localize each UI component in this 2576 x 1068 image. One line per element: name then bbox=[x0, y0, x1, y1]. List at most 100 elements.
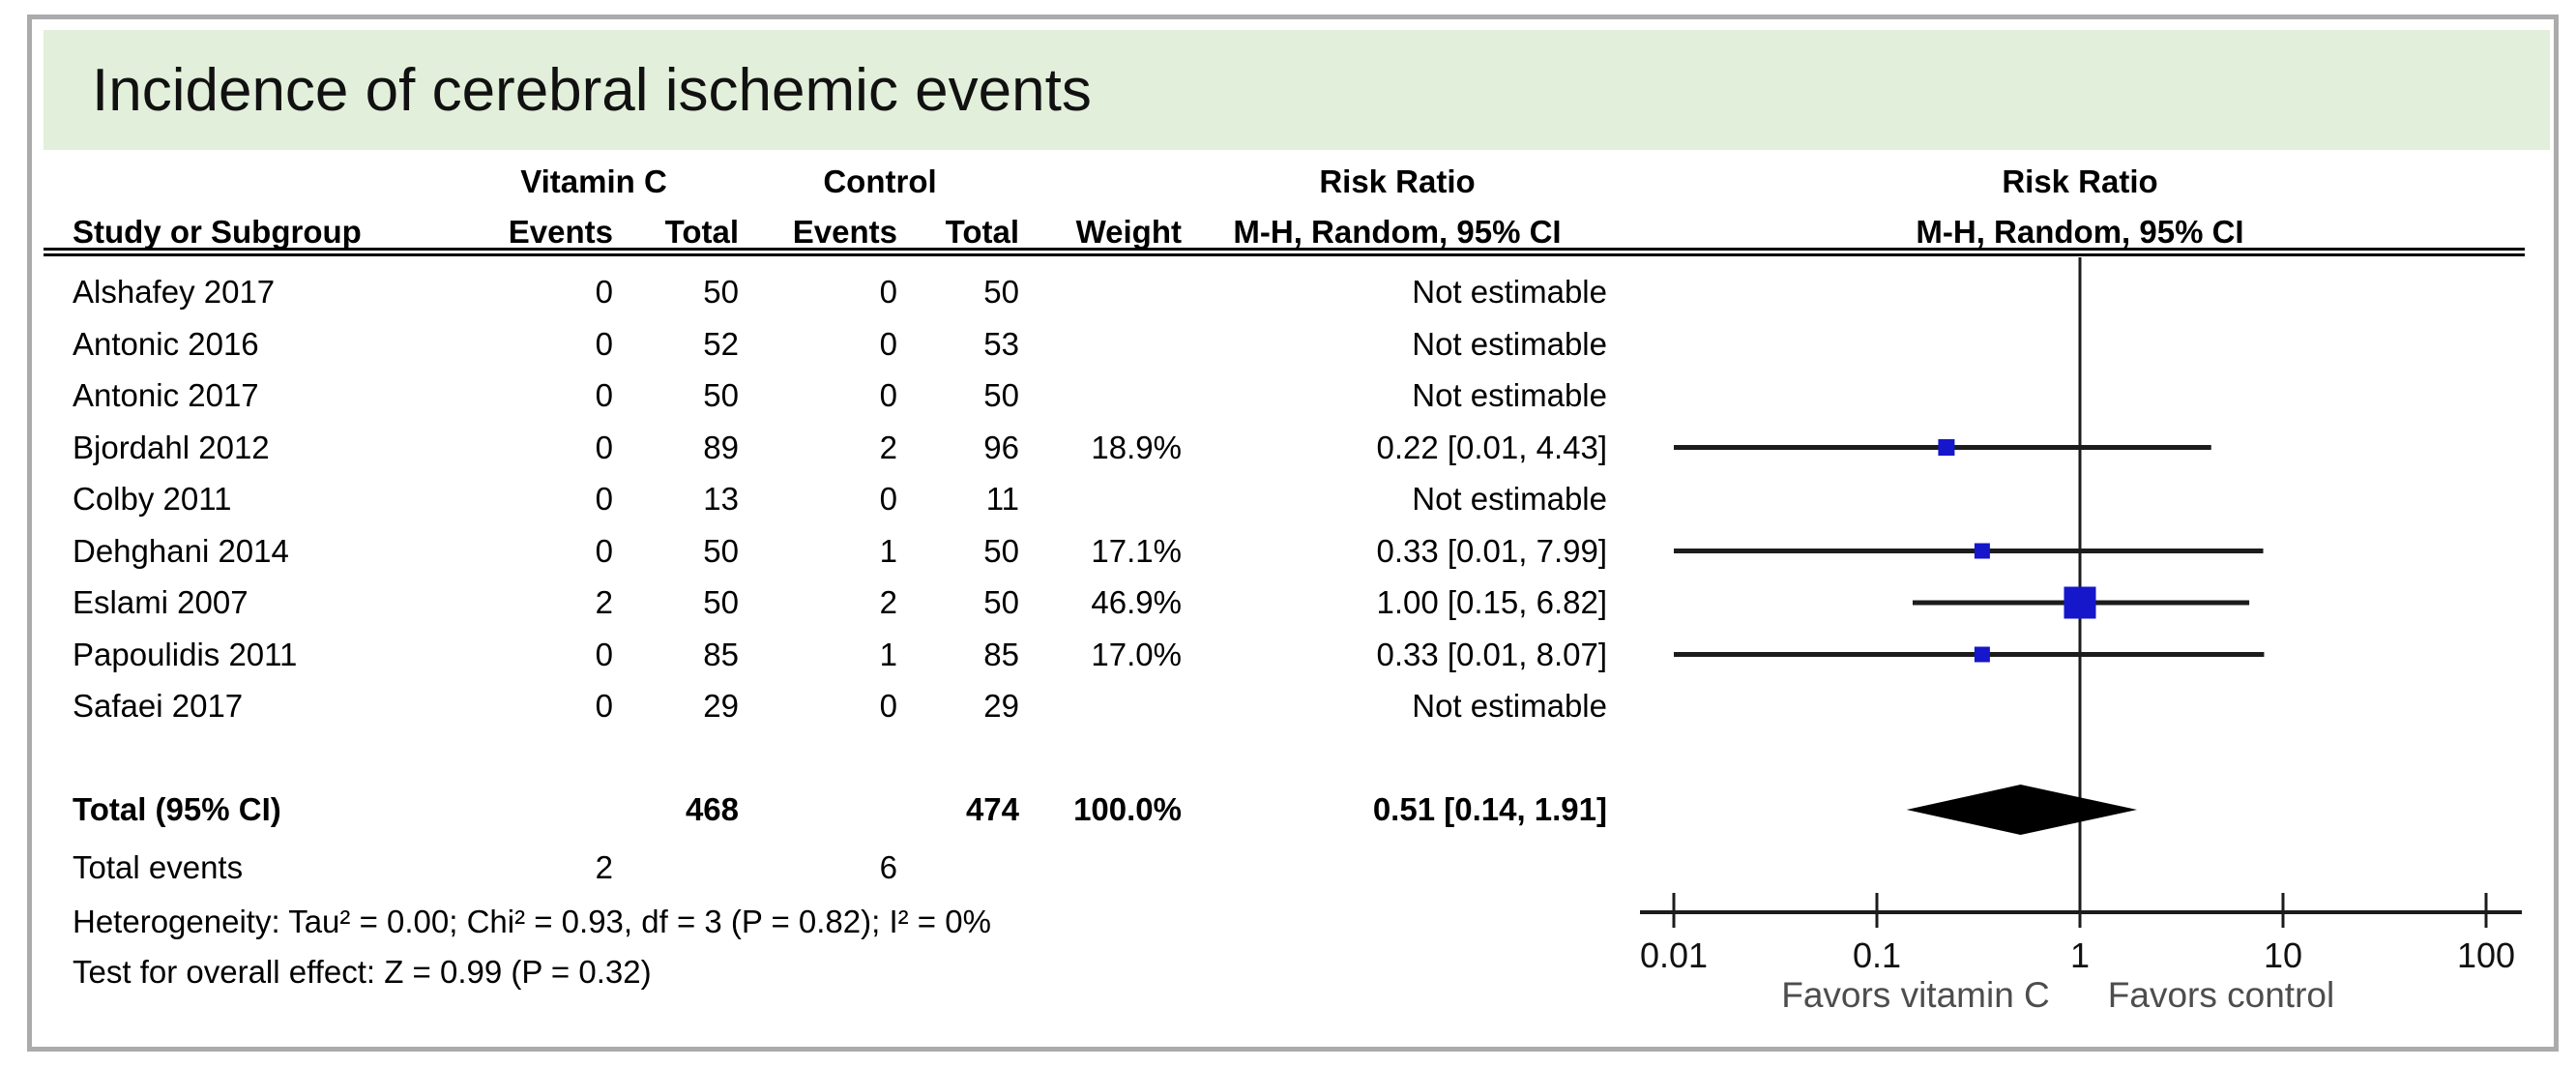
axis-tick-label: 10 bbox=[2264, 935, 2302, 975]
risk-ratio-value: Not estimable bbox=[1412, 326, 1607, 362]
group-header-risk-ratio-plot: Risk Ratio bbox=[2002, 163, 2158, 199]
axis-tick-label: 1 bbox=[2070, 935, 2090, 975]
events-control: 0 bbox=[879, 326, 897, 362]
risk-ratio-value: 0.22 [0.01, 4.43] bbox=[1376, 430, 1607, 465]
total-control: 50 bbox=[983, 584, 1019, 620]
total-vitamin-c: 50 bbox=[703, 274, 739, 310]
column-header-study: Study or Subgroup bbox=[73, 214, 362, 250]
header-separator-line bbox=[44, 248, 2525, 256]
table-row: Papoulidis 2011 0 85 1 85 17.0% 0.33 [0.… bbox=[0, 629, 2576, 681]
weight-value: 46.9% bbox=[1091, 584, 1182, 620]
total-control: 11 bbox=[985, 481, 1019, 517]
summary-diamond bbox=[1906, 785, 2138, 835]
table-row: Colby 2011 0 13 0 11 Not estimable bbox=[0, 473, 2576, 525]
table-row: Antonic 2016 0 52 0 53 Not estimable bbox=[0, 318, 2576, 371]
column-header-total-vitamin-c: Total bbox=[664, 214, 739, 250]
table-row: Alshafey 2017 0 50 0 50 Not estimable bbox=[0, 266, 2576, 318]
axis-tick-label: 0.01 bbox=[1640, 935, 1708, 975]
table-row: Bjordahl 2012 0 89 2 96 18.9% 0.22 [0.01… bbox=[0, 422, 2576, 474]
favors-left-label: Favors vitamin C bbox=[1781, 975, 2050, 1015]
axis-tick bbox=[2281, 893, 2285, 928]
events-control: 0 bbox=[879, 688, 897, 724]
total-events-row: Total events 2 6 bbox=[0, 842, 2576, 894]
total-events-label: Total events bbox=[73, 849, 244, 885]
overall-effect-row: Test for overall effect: Z = 0.99 (P = 0… bbox=[0, 946, 2576, 998]
group-header-risk-ratio-text: Risk Ratio bbox=[1319, 163, 1476, 199]
risk-ratio-value: Not estimable bbox=[1412, 377, 1607, 413]
study-label: Alshafey 2017 bbox=[73, 274, 276, 310]
events-vitamin-c: 0 bbox=[595, 481, 613, 517]
weight-value: 17.1% bbox=[1091, 533, 1182, 569]
overall-effect-text: Test for overall effect: Z = 0.99 (P = 0… bbox=[73, 954, 652, 990]
column-header-weight: Weight bbox=[1075, 214, 1182, 250]
study-label: Eslami 2007 bbox=[73, 584, 249, 620]
table-row: Dehghani 2014 0 50 1 50 17.1% 0.33 [0.01… bbox=[0, 525, 2576, 578]
events-vitamin-c: 0 bbox=[595, 377, 613, 413]
title-banner: Incidence of cerebral ischemic events bbox=[44, 30, 2550, 150]
group-header-row: Vitamin C Control Risk Ratio Risk Ratio bbox=[0, 156, 2576, 208]
study-label: Dehghani 2014 bbox=[73, 533, 289, 569]
risk-ratio-value: 0.33 [0.01, 8.07] bbox=[1376, 637, 1607, 672]
events-vitamin-c: 0 bbox=[595, 430, 613, 465]
ci-line bbox=[1674, 549, 2264, 553]
heterogeneity-text: Heterogeneity: Tau² = 0.00; Chi² = 0.93,… bbox=[73, 904, 991, 939]
axis-tick bbox=[2484, 893, 2488, 928]
column-header-events-control: Events bbox=[792, 214, 897, 250]
weight-value: 18.9% bbox=[1091, 430, 1182, 465]
events-control: 2 bbox=[879, 430, 897, 465]
events-control: 0 bbox=[879, 377, 897, 413]
study-label: Safaei 2017 bbox=[73, 688, 244, 724]
axis-tick bbox=[2078, 893, 2082, 928]
effect-marker bbox=[1938, 439, 1955, 456]
total-control: 50 bbox=[983, 274, 1019, 310]
total-events-control: 6 bbox=[879, 849, 897, 885]
total-control: 29 bbox=[983, 688, 1019, 724]
column-header-events-vitamin-c: Events bbox=[508, 214, 613, 250]
total-vitamin-c: 13 bbox=[703, 481, 739, 517]
risk-ratio-value: 0.33 [0.01, 7.99] bbox=[1376, 533, 1607, 569]
total-vitamin-c: 50 bbox=[703, 533, 739, 569]
table-row: Eslami 2007 2 50 2 50 46.9% 1.00 [0.15, … bbox=[0, 577, 2576, 629]
study-label: Colby 2011 bbox=[73, 481, 232, 517]
total-control: 53 bbox=[983, 326, 1019, 362]
events-vitamin-c: 0 bbox=[595, 274, 613, 310]
events-vitamin-c: 0 bbox=[595, 533, 613, 569]
study-label: Bjordahl 2012 bbox=[73, 430, 270, 465]
total-n-vitamin-c: 468 bbox=[685, 791, 739, 827]
total-vitamin-c: 89 bbox=[703, 430, 739, 465]
events-vitamin-c: 0 bbox=[595, 637, 613, 672]
events-vitamin-c: 2 bbox=[595, 584, 613, 620]
risk-ratio-value: 1.00 [0.15, 6.82] bbox=[1376, 584, 1607, 620]
table-row: Safaei 2017 0 29 0 29 Not estimable bbox=[0, 680, 2576, 732]
column-header-row: Study or Subgroup Events Total Events To… bbox=[0, 206, 2576, 258]
total-n-control: 474 bbox=[965, 791, 1019, 827]
figure-border bbox=[27, 15, 2559, 1052]
study-label: Papoulidis 2011 bbox=[73, 637, 298, 672]
total-control: 50 bbox=[983, 533, 1019, 569]
effect-marker bbox=[1974, 543, 1990, 559]
column-header-mh-text: M-H, Random, 95% CI bbox=[1233, 214, 1562, 250]
axis-tick-label: 100 bbox=[2457, 935, 2515, 975]
events-control: 1 bbox=[879, 637, 897, 672]
events-vitamin-c: 0 bbox=[595, 688, 613, 724]
null-effect-line bbox=[2078, 257, 2082, 912]
axis-tick bbox=[1672, 893, 1676, 928]
weight-value: 17.0% bbox=[1091, 637, 1182, 672]
study-label: Antonic 2017 bbox=[73, 377, 259, 413]
study-label: Antonic 2016 bbox=[73, 326, 259, 362]
total-control: 50 bbox=[983, 377, 1019, 413]
total-vitamin-c: 85 bbox=[703, 637, 739, 672]
risk-ratio-value: Not estimable bbox=[1412, 481, 1607, 517]
total-row: Total (95% CI) 468 474 100.0% 0.51 [0.14… bbox=[0, 784, 2576, 836]
events-vitamin-c: 0 bbox=[595, 326, 613, 362]
events-control: 2 bbox=[879, 584, 897, 620]
total-vitamin-c: 50 bbox=[703, 377, 739, 413]
events-control: 0 bbox=[879, 481, 897, 517]
events-control: 0 bbox=[879, 274, 897, 310]
heterogeneity-row: Heterogeneity: Tau² = 0.00; Chi² = 0.93,… bbox=[0, 896, 2576, 948]
favors-right-label: Favors control bbox=[2108, 975, 2334, 1015]
total-label: Total (95% CI) bbox=[73, 791, 281, 827]
total-vitamin-c: 50 bbox=[703, 584, 739, 620]
total-weight: 100.0% bbox=[1073, 791, 1182, 827]
